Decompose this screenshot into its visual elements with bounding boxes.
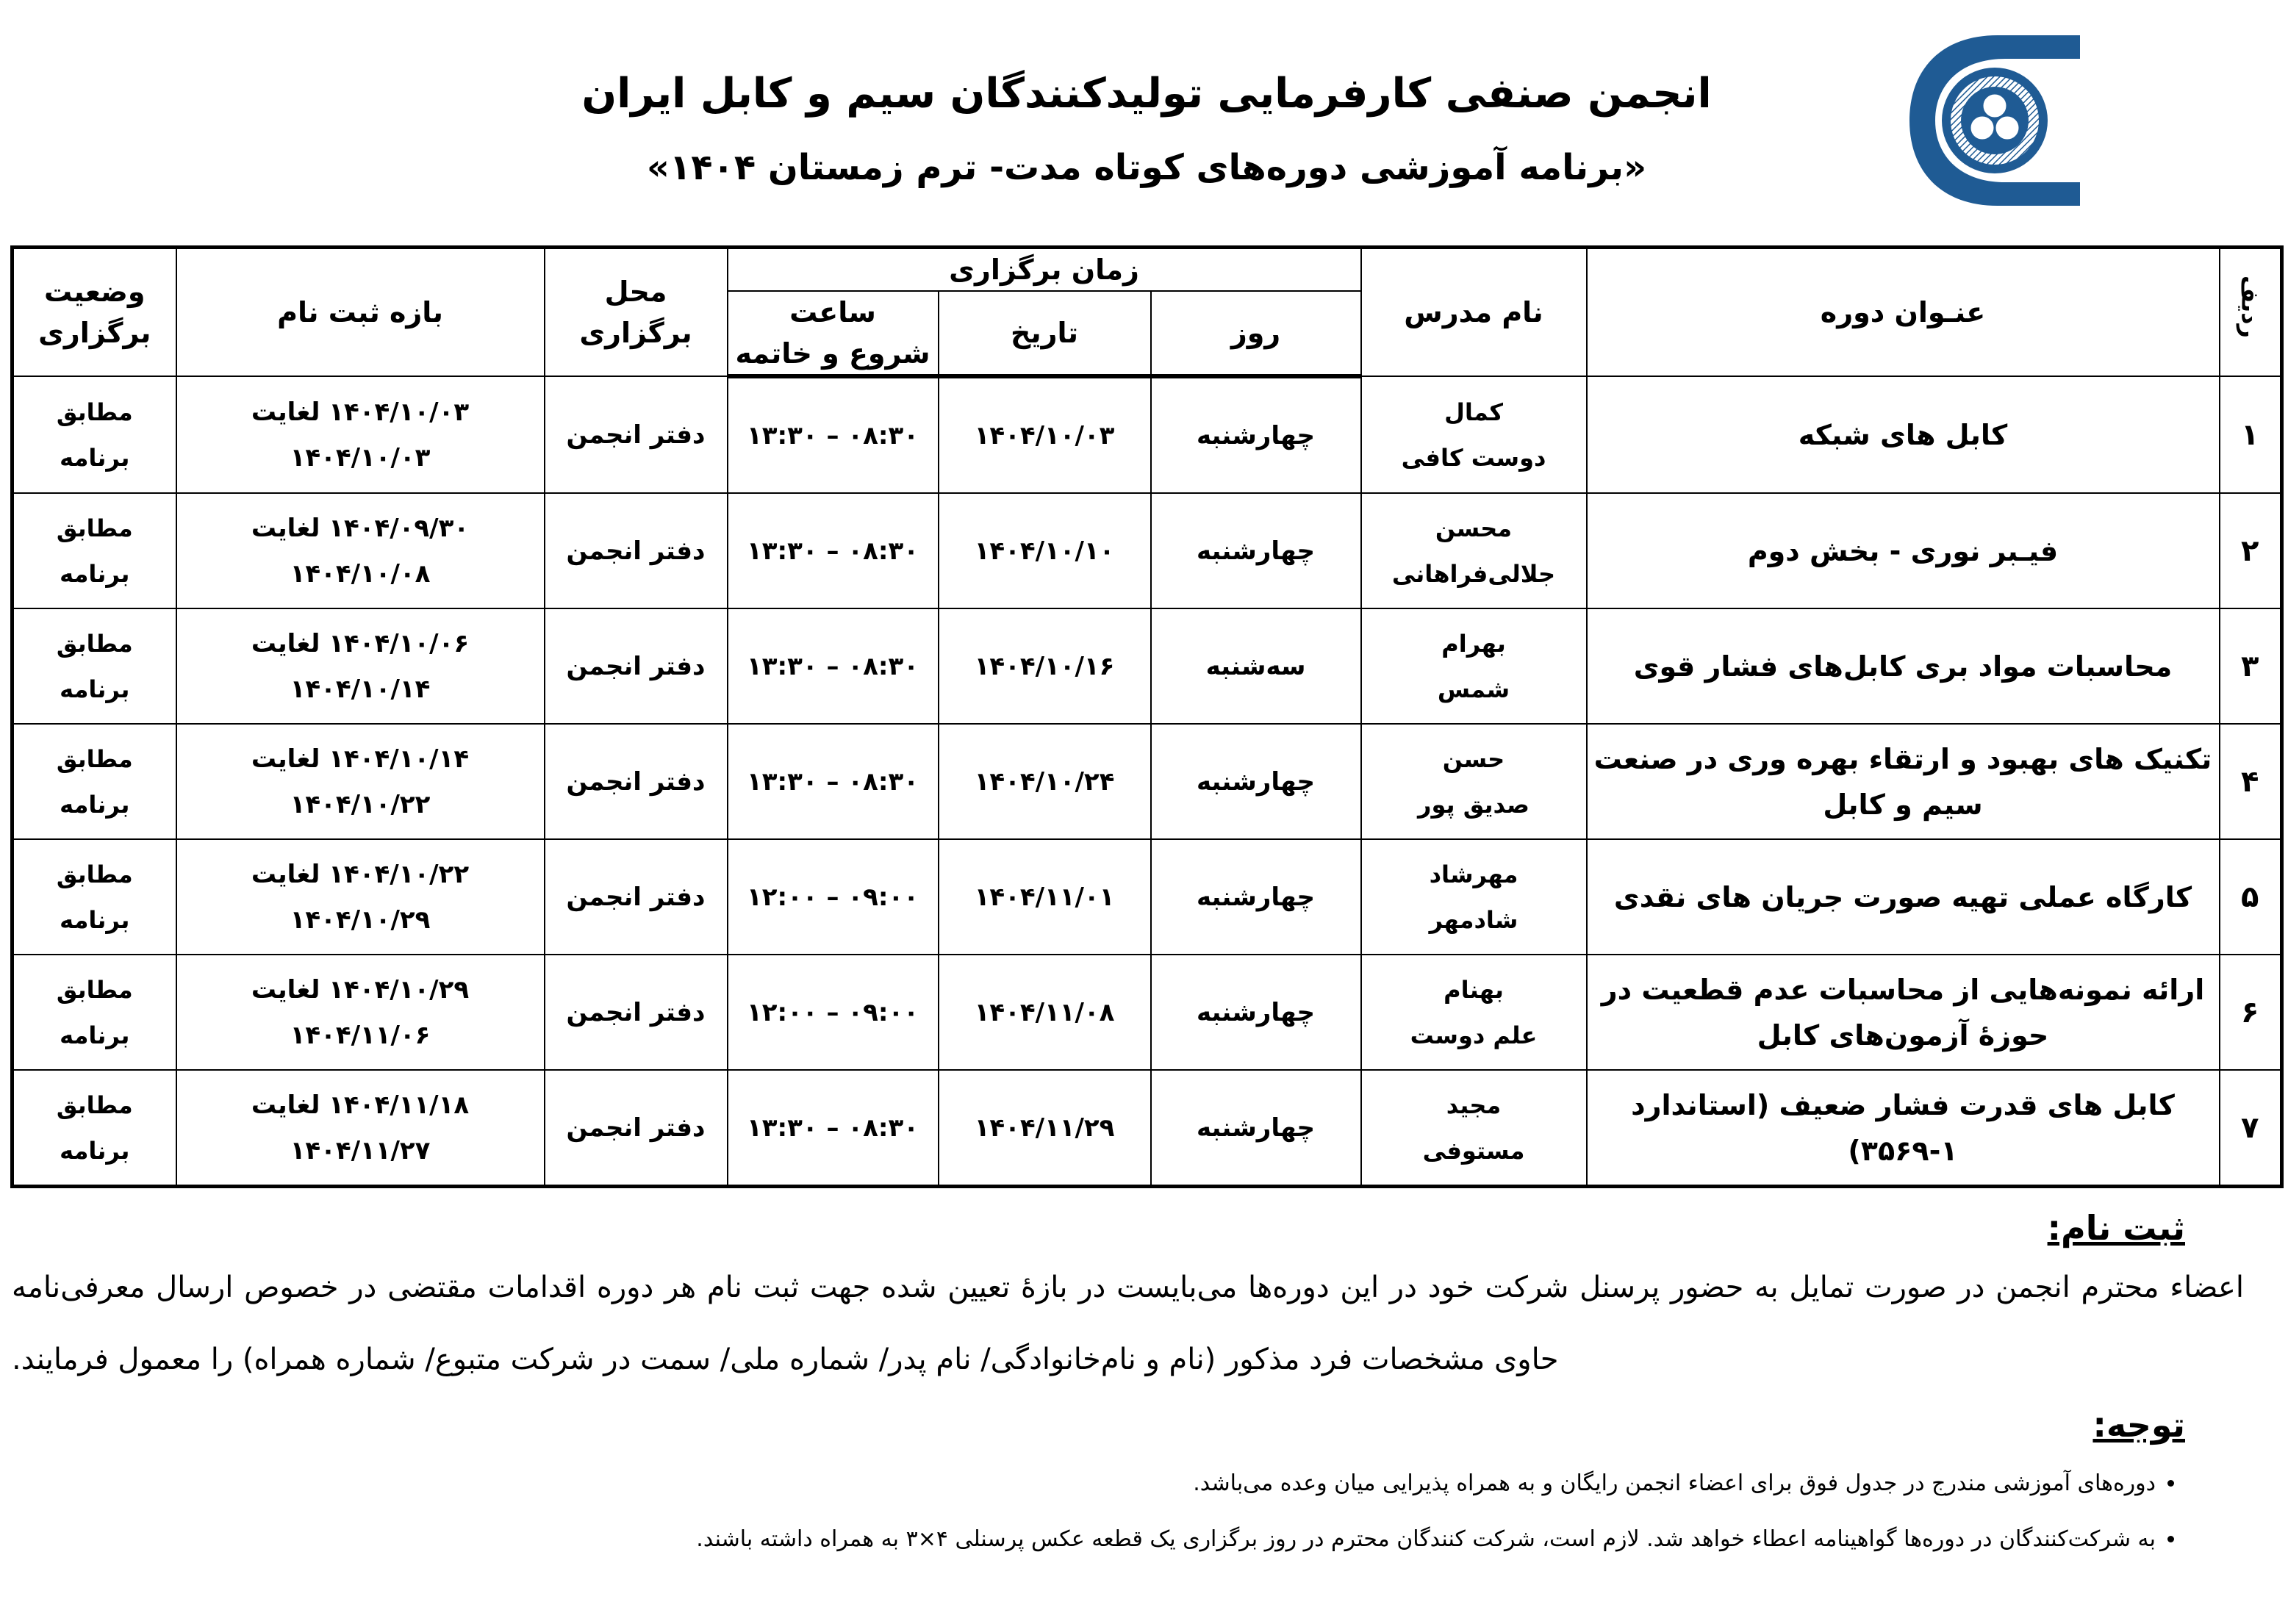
- registration-period: ۱۴۰۴/۱۰/۰۶ لغایت ۱۴۰۴/۱۰/۱۴: [175, 608, 545, 725]
- course-place: دفتر انجمن: [543, 376, 728, 494]
- header-status: وضعیت برگزاری: [11, 246, 177, 377]
- bottom-section: ثبت نام: اعضاء محترم انجمن در صورت تمایل…: [0, 1188, 2288, 1567]
- course-date: ۱۴۰۴/۱۰/۰۳: [937, 376, 1152, 494]
- teacher-name: حسن صدیق پور: [1360, 723, 1588, 840]
- course-day: سه‌شنبه: [1150, 608, 1362, 725]
- course-place: دفتر انجمن: [543, 608, 728, 725]
- course-day: چهارشنبه: [1150, 954, 1362, 1071]
- course-time: ۰۸:۳۰ – ۱۳:۳۰: [726, 376, 939, 494]
- table-row: ۶ ارائه نمونه‌هایی از محاسبات عدم قطعیت د…: [11, 954, 2283, 1071]
- course-title: محاسبات مواد بری کابل‌های فشار قوی: [1585, 608, 2220, 725]
- header-when: زمان برگزاری: [726, 246, 1362, 292]
- header-teacher: نام مدرس: [1360, 246, 1588, 377]
- page-subtitle: «برنامه آموزشی دوره‌های کوتاه مدت- ترم ز…: [646, 147, 1647, 188]
- registration-period: ۱۴۰۴/۱۱/۱۸ لغایت ۱۴۰۴/۱۱/۲۷: [175, 1069, 545, 1188]
- header-time: ساعت شروع و خاتمه: [726, 290, 939, 378]
- registration-period: ۱۴۰۴/۰۹/۳۰ لغایت ۱۴۰۴/۱۰/۰۸: [175, 492, 545, 609]
- page-title: انجمن صنفی کارفرمایی تولیدکنندگان سیم و …: [581, 70, 1712, 118]
- course-status: مطابق برنامه: [11, 492, 177, 609]
- header-registration: بازه ثبت نام: [175, 246, 545, 377]
- course-time: ۰۸:۳۰ – ۱۳:۳۰: [726, 608, 939, 725]
- row-number: ۶: [2218, 954, 2283, 1071]
- course-time: ۰۹:۰۰ – ۱۲:۰۰: [726, 838, 939, 955]
- course-time: ۰۸:۳۰ – ۱۳:۳۰: [726, 723, 939, 840]
- course-status: مطابق برنامه: [11, 1069, 177, 1188]
- teacher-name: بهرام شمس: [1360, 608, 1588, 725]
- course-day: چهارشنبه: [1150, 376, 1362, 494]
- course-time: ۰۹:۰۰ – ۱۲:۰۰: [726, 954, 939, 1071]
- table-row: ۵ کارگاه عملی تهیه صورت جریان های نقدی مهر…: [11, 838, 2283, 955]
- course-place: دفتر انجمن: [543, 1069, 728, 1188]
- course-date: ۱۴۰۴/۱۰/۱۶: [937, 608, 1152, 725]
- course-title: تکنیک های بهبود و ارتقاء بهره وری در صنع…: [1585, 723, 2220, 840]
- registration-period: ۱۴۰۴/۱۰/۱۴ لغایت ۱۴۰۴/۱۰/۲۲: [175, 723, 545, 840]
- course-place: دفتر انجمن: [543, 954, 728, 1071]
- course-time: ۰۸:۳۰ – ۱۳:۳۰: [726, 1069, 939, 1188]
- teacher-name: محسن جلالی‌فراهانی: [1360, 492, 1588, 609]
- course-title: کابل های شبکه: [1585, 376, 2220, 494]
- registration-heading: ثبت نام:: [2047, 1208, 2185, 1248]
- course-place: دفتر انجمن: [543, 492, 728, 609]
- note-item: دوره‌های آموزشی مندرج در جدول فوق برای ا…: [144, 1456, 2156, 1512]
- row-number: ۴: [2218, 723, 2283, 840]
- course-title: کابل های قدرت فشار ضعیف (استاندارد ۱-۳۵۶…: [1585, 1069, 2220, 1188]
- course-title: کارگاه عملی تهیه صورت جریان های نقدی: [1585, 838, 2220, 955]
- teacher-name: کمال دوست کافی: [1360, 376, 1588, 494]
- row-number: ۳: [2218, 608, 2283, 725]
- course-day: چهارشنبه: [1150, 838, 1362, 955]
- header-day: روز: [1150, 290, 1362, 378]
- course-day: چهارشنبه: [1150, 492, 1362, 609]
- notes-heading: توجه:: [2092, 1405, 2185, 1445]
- course-status: مطابق برنامه: [11, 376, 177, 494]
- course-status: مطابق برنامه: [11, 723, 177, 840]
- page-body: ردیف عنـوان دوره نام مدرس زمان برگزاری م…: [0, 0, 2288, 1567]
- registration-period: ۱۴۰۴/۱۰/۰۳ لغایت ۱۴۰۴/۱۰/۰۳: [175, 376, 545, 494]
- table-row: ۷ کابل های قدرت فشار ضعیف (استاندارد ۱-۳۵…: [11, 1069, 2283, 1188]
- course-place: دفتر انجمن: [543, 838, 728, 955]
- course-schedule-table: ردیف عنـوان دوره نام مدرس زمان برگزاری م…: [10, 245, 2284, 1188]
- registration-text: اعضاء محترم انجمن در صورت تمایل به حضور …: [12, 1271, 2244, 1376]
- table-row: ۳ محاسبات مواد بری کابل‌های فشار قوی بهرام…: [11, 608, 2283, 725]
- row-number: ۱: [2218, 376, 2283, 494]
- table-row: ۴ تکنیک های بهبود و ارتقاء بهره وری در صن…: [11, 723, 2283, 840]
- note-item: به شرکت‌کنندگان در دوره‌ها گواهینامه اعط…: [144, 1512, 2156, 1567]
- registration-period: ۱۴۰۴/۱۰/۲۹ لغایت ۱۴۰۴/۱۱/۰۶: [175, 954, 545, 1071]
- association-logo: [1909, 35, 2080, 206]
- course-date: ۱۴۰۴/۱۰/۱۰: [937, 492, 1152, 609]
- header-course-title: عنـوان دوره: [1585, 246, 2220, 377]
- header-date: تاریخ: [937, 290, 1152, 378]
- header-place: محل برگزاری: [543, 246, 728, 377]
- course-day: چهارشنبه: [1150, 723, 1362, 840]
- row-number: ۵: [2218, 838, 2283, 955]
- course-status: مطابق برنامه: [11, 838, 177, 955]
- header-row-number: ردیف: [2218, 246, 2283, 377]
- row-number: ۷: [2218, 1069, 2283, 1188]
- table-row: ۱ کابل های شبکه کمال دوست کافی چهارشنبه ۱۴۰۴/…: [11, 376, 2283, 494]
- course-title: ارائه نمونه‌هایی از محاسبات عدم قطعیت در…: [1585, 954, 2220, 1071]
- teacher-name: مهرشاد شادمهر: [1360, 838, 1588, 955]
- course-title: فیـبر نوری - بخش دوم: [1585, 492, 2220, 609]
- row-number: ۲: [2218, 492, 2283, 609]
- course-place: دفتر انجمن: [543, 723, 728, 840]
- course-date: ۱۴۰۴/۱۱/۰۱: [937, 838, 1152, 955]
- course-date: ۱۴۰۴/۱۱/۲۹: [937, 1069, 1152, 1188]
- notes-list: دوره‌های آموزشی مندرج در جدول فوق برای ا…: [144, 1456, 2185, 1567]
- course-time: ۰۸:۳۰ – ۱۳:۳۰: [726, 492, 939, 609]
- teacher-name: بهنام علم دوست: [1360, 954, 1588, 1071]
- table-row: ۲ فیـبر نوری - بخش دوم محسن جلالی‌فراهانی چه…: [11, 492, 2283, 609]
- registration-period: ۱۴۰۴/۱۰/۲۲ لغایت ۱۴۰۴/۱۰/۲۹: [175, 838, 545, 955]
- course-day: چهارشنبه: [1150, 1069, 1362, 1188]
- course-status: مطابق برنامه: [11, 608, 177, 725]
- course-status: مطابق برنامه: [11, 954, 177, 1071]
- teacher-name: مجید مستوفی: [1360, 1069, 1588, 1188]
- course-date: ۱۴۰۴/۱۰/۲۴: [937, 723, 1152, 840]
- course-date: ۱۴۰۴/۱۱/۰۸: [937, 954, 1152, 1071]
